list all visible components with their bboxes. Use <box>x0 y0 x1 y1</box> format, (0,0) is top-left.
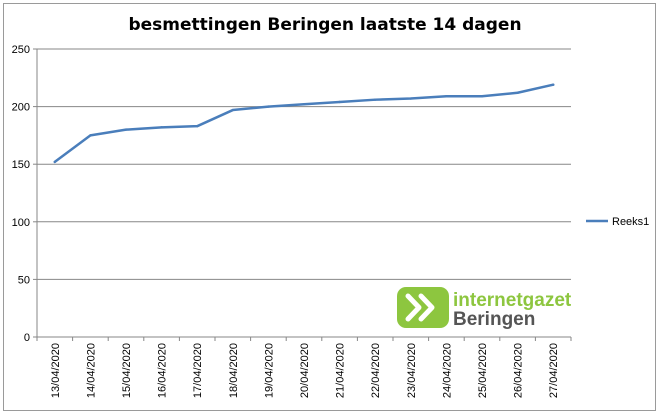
logo-line2: Beringen <box>453 309 535 330</box>
x-tick-label: 18/04/2020 <box>228 343 240 398</box>
x-tick-label: 26/04/2020 <box>513 343 525 398</box>
x-tick-label: 16/04/2020 <box>157 343 169 398</box>
x-tick-label: 27/04/2020 <box>548 343 560 398</box>
chart-border <box>3 3 656 411</box>
data-point <box>552 83 555 86</box>
chart-title: besmettingen Beringen laatste 14 dagen <box>128 15 521 35</box>
series-layer <box>53 83 555 164</box>
x-tick-label: 17/04/2020 <box>192 343 204 398</box>
data-point <box>409 97 412 100</box>
data-point <box>516 91 519 94</box>
y-axis-ticks: 0 50 100 150 200 250 <box>12 44 30 344</box>
data-point <box>267 105 270 108</box>
data-point <box>445 95 448 98</box>
x-tick-label: 24/04/2020 <box>441 343 453 398</box>
x-tick-label: 22/04/2020 <box>370 343 382 398</box>
x-tick-label: 20/04/2020 <box>299 343 311 398</box>
data-point <box>124 128 128 131</box>
y-tick-label: 250 <box>12 44 30 56</box>
x-axis-ticks: 13/04/2020 14/04/2020 15/04/2020 16/04/2020… <box>50 343 560 398</box>
data-point <box>374 98 377 101</box>
y-tick-label: 150 <box>12 159 30 171</box>
x-tick-label: 15/04/2020 <box>121 343 133 398</box>
data-point <box>89 134 92 137</box>
logo-line1: internetgazet <box>453 290 572 311</box>
x-tick-label: 25/04/2020 <box>477 343 489 398</box>
data-point <box>231 108 234 112</box>
legend: Reeks1 <box>586 216 649 228</box>
data-point <box>338 100 341 104</box>
legend-label: Reeks1 <box>612 216 649 228</box>
y-tick-label: 200 <box>12 102 30 114</box>
y-tick-label: 0 <box>24 332 30 344</box>
x-tick-label: 23/04/2020 <box>406 343 418 398</box>
x-tick-label: 19/04/2020 <box>263 343 275 398</box>
chevron-right-icon <box>405 293 435 322</box>
x-tick-label: 14/04/2020 <box>85 343 97 398</box>
axes <box>33 48 572 341</box>
x-tick-label: 13/04/2020 <box>50 343 62 398</box>
y-tick-label: 50 <box>18 274 30 286</box>
y-tick-label: 100 <box>12 217 30 229</box>
data-point <box>160 126 163 129</box>
logo-badge-icon <box>397 287 449 328</box>
data-point <box>53 160 56 164</box>
data-point <box>302 103 306 106</box>
data-point <box>196 124 199 128</box>
internetgazet-logo: internetgazet Beringen <box>397 287 572 330</box>
gridlines <box>37 48 571 280</box>
data-point <box>480 95 484 98</box>
x-tick-label: 21/04/2020 <box>335 343 347 398</box>
